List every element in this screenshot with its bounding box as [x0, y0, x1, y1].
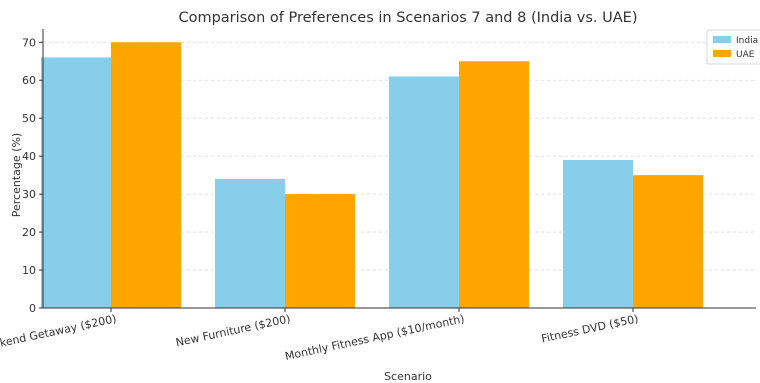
y-axis-title: Percentage (%) — [10, 133, 23, 217]
x-tick-label-1: New Furniture ($200) — [175, 312, 292, 349]
y-tick-label-1: 10 — [22, 264, 36, 277]
bar-india-2 — [389, 76, 459, 309]
bars-layer — [41, 42, 703, 309]
x-ticks: Weekend Getaway ($200) New Furniture ($20… — [0, 308, 640, 363]
bar-india-0 — [41, 57, 111, 308]
y-tick-label-3: 30 — [22, 188, 36, 201]
y-ticks: 0 10 20 30 40 50 60 70 — [22, 36, 43, 315]
bar-uae-3 — [633, 175, 703, 308]
axes-layer — [42, 29, 756, 309]
x-tick-label-0: Weekend Getaway ($200) — [0, 312, 118, 354]
bar-india-1 — [215, 178, 285, 308]
legend-swatch-uae — [713, 50, 731, 57]
bar-uae-1 — [285, 194, 355, 308]
legend: India UAE — [706, 29, 760, 65]
y-tick-label-2: 20 — [22, 226, 36, 239]
x-axis-title: Scenario — [384, 370, 432, 383]
y-tick-label-0: 0 — [29, 302, 36, 315]
x-tick-label-3: Fitness DVD ($50) — [540, 312, 639, 345]
legend-label-uae: UAE — [736, 50, 755, 60]
y-tick-label-5: 50 — [22, 112, 36, 125]
x-tick-label-2: Monthly Fitness App ($10/month) — [284, 312, 466, 363]
y-tick-label-4: 40 — [22, 150, 36, 163]
y-tick-label-7: 70 — [22, 36, 36, 49]
bar-uae-0 — [111, 42, 181, 309]
legend-label-india: India — [736, 36, 758, 46]
legend-swatch-india — [713, 36, 731, 43]
y-tick-label-6: 60 — [22, 74, 36, 87]
bar-uae-2 — [459, 61, 529, 308]
chart-title: Comparison of Preferences in Scenarios 7… — [178, 10, 637, 26]
bar-india-3 — [563, 159, 633, 308]
